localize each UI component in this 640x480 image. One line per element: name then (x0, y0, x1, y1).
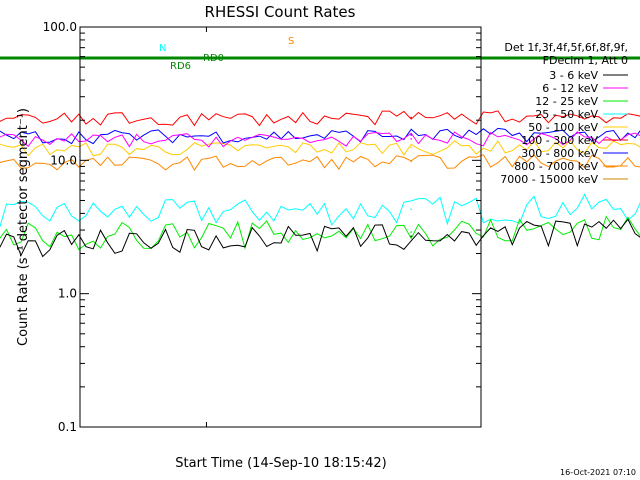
footer-timestamp: 16-Oct-2021 07:10 (560, 468, 636, 477)
legend-header-line-1: Det 1f,3f,4f,5f,6f,8f,9f, (504, 41, 628, 54)
data-layer: N RD0 RD6 S (0, 36, 640, 258)
y-axis-label: Count Rate (s⁻¹ detector segment⁻¹) (16, 108, 31, 346)
annotation-label-n: N (159, 43, 166, 54)
chart-title: RHESSI Count Rates (205, 3, 356, 21)
legend-entry-label: 800 - 7000 keV (514, 160, 598, 173)
annotation-label-rd6: RD6 (170, 61, 191, 72)
legend-entry-label: 300 - 800 keV (521, 147, 598, 160)
series-0-point (410, 235, 412, 237)
legend-entry-label: 100 - 300 keV (521, 134, 598, 147)
axes-layer: 0.11.010.0100.018:3018:4519:0019:1519:30… (43, 20, 481, 434)
plot-frame (79, 26, 482, 428)
y-tick-label: 0.1 (58, 420, 77, 434)
legend-entry-label: 25 - 50 keV (535, 108, 598, 121)
legend-entry-label: 7000 - 15000 keV (500, 173, 598, 186)
legend: Det 1f,3f,4f,5f,6f,8f,9f, FDecim 1, Att … (500, 41, 628, 186)
x-axis-label: Start Time (14-Sep-10 18:15:42) (175, 456, 386, 471)
annotation-label-s: S (288, 36, 294, 47)
legend-entry-label: 12 - 25 keV (535, 95, 598, 108)
series-7-point (410, 160, 412, 163)
series-2-point (410, 231, 412, 233)
legend-entry-label: 6 - 12 keV (542, 82, 598, 95)
y-tick-label: 100.0 (43, 20, 77, 34)
y-tick-label: 10.0 (50, 153, 77, 167)
annotation-label-rd0: RD0 (203, 53, 224, 64)
series-3-point (410, 208, 412, 211)
legend-entry-label: 50 - 100 keV (528, 121, 598, 134)
series-5-point (410, 116, 412, 119)
legend-header-line-2: FDecim 1, Att 0 (543, 54, 628, 67)
series-1-point (410, 138, 412, 140)
legend-entry-label: 3 - 6 keV (549, 69, 598, 82)
y-tick-label: 1.0 (58, 287, 77, 301)
series-4-point (410, 146, 412, 149)
